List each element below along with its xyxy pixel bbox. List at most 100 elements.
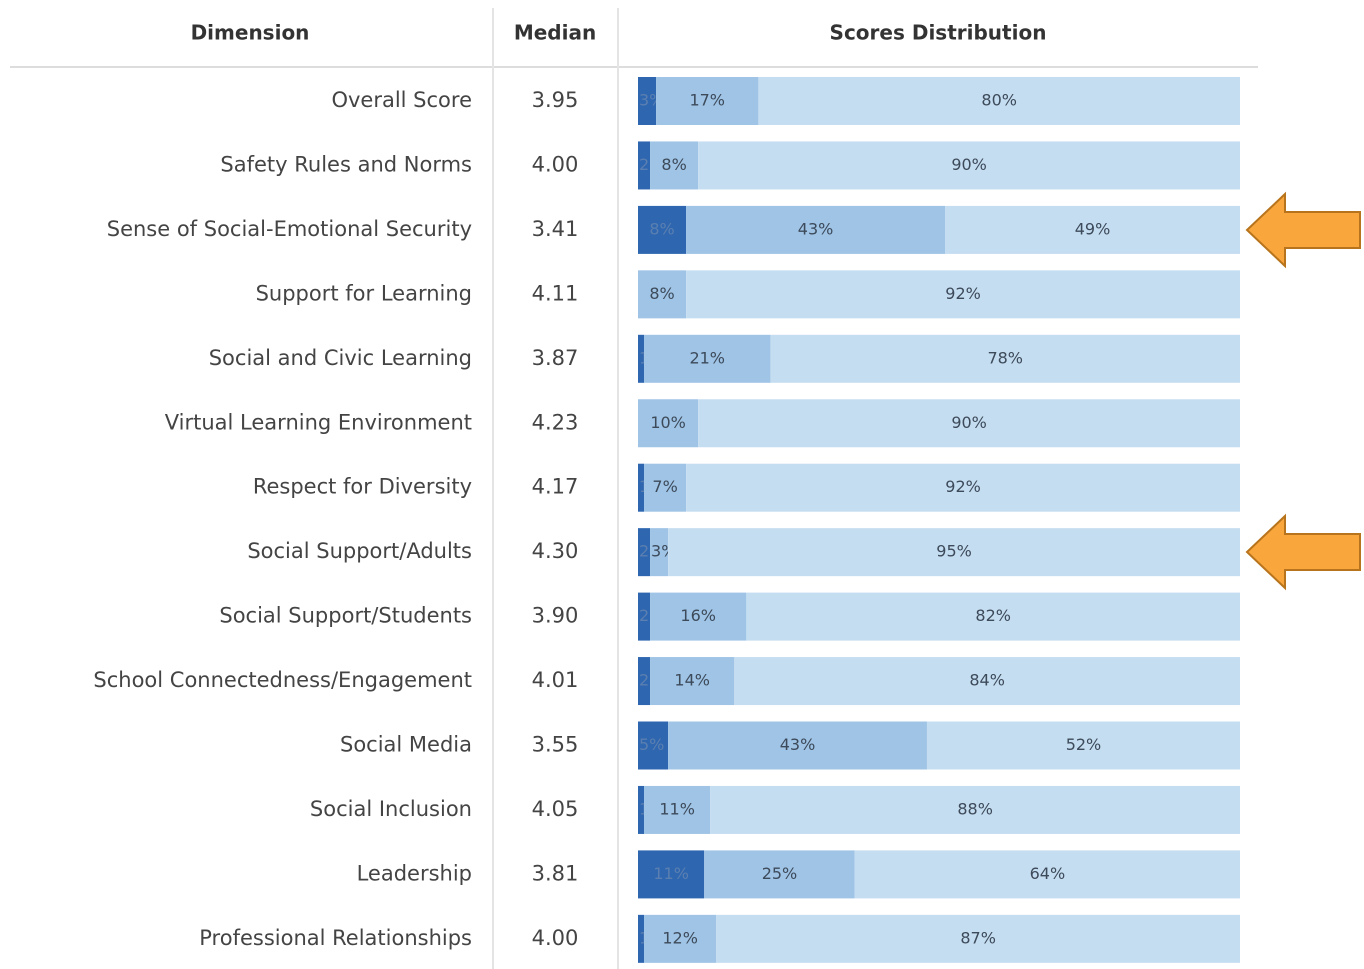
median-value: 3.87 bbox=[532, 346, 579, 370]
bar-label: 43% bbox=[780, 735, 816, 754]
bar-label: 1% bbox=[639, 477, 664, 496]
bar-segment bbox=[638, 914, 645, 963]
bar-segment bbox=[854, 850, 1240, 899]
bar-segment bbox=[704, 850, 855, 899]
arrow bbox=[1245, 191, 1361, 269]
dimension-label: Social and Civic Learning bbox=[209, 346, 472, 370]
bar-label: 64% bbox=[1030, 864, 1066, 883]
dimension-label: Professional Relationships bbox=[199, 926, 472, 950]
bar-segment bbox=[710, 785, 1240, 834]
bar-segment bbox=[656, 77, 759, 125]
median-value: 4.05 bbox=[532, 797, 579, 821]
dimension-label: Safety Rules and Norms bbox=[220, 152, 472, 176]
bar-segment bbox=[698, 399, 1240, 448]
bar-label: 17% bbox=[689, 91, 725, 110]
bar-label: 49% bbox=[1075, 219, 1111, 238]
bar-label: 7% bbox=[652, 477, 677, 496]
bar-segment bbox=[734, 657, 1240, 706]
bar-label: 95% bbox=[936, 542, 972, 561]
median-value: 3.41 bbox=[532, 217, 579, 241]
bar-label: 21% bbox=[689, 348, 725, 367]
bar-label: 2% bbox=[639, 606, 664, 625]
bar-segment bbox=[644, 334, 771, 383]
dimension-label: Social Support/Adults bbox=[247, 539, 472, 563]
arrow bbox=[1245, 513, 1361, 591]
median-value: 3.81 bbox=[532, 861, 579, 885]
dimension-label: Overall Score bbox=[331, 88, 472, 112]
bar-label: 92% bbox=[945, 477, 981, 496]
header-dimension: Dimension bbox=[191, 21, 310, 45]
bar-segment bbox=[644, 463, 687, 512]
bar-segment bbox=[650, 592, 747, 641]
median-value: 4.17 bbox=[532, 475, 579, 499]
bar-segment bbox=[686, 205, 946, 254]
bar-segment bbox=[638, 785, 645, 834]
bar-segment bbox=[650, 657, 735, 706]
median-value: 4.00 bbox=[532, 152, 579, 176]
bar-segment bbox=[638, 399, 699, 448]
bar-label: 11% bbox=[659, 799, 695, 818]
dimension-label: Social Media bbox=[340, 733, 472, 757]
bar-label: 10% bbox=[650, 413, 686, 432]
bar-label: 52% bbox=[1066, 735, 1102, 754]
dimension-label: Leadership bbox=[357, 861, 472, 885]
bar-segment bbox=[644, 914, 717, 963]
bar-label: 87% bbox=[960, 928, 996, 947]
bar-segment bbox=[758, 77, 1240, 125]
bar-segment bbox=[698, 141, 1240, 190]
bar-segment bbox=[926, 721, 1240, 770]
bar-label: 2% bbox=[639, 542, 664, 561]
median-value: 3.55 bbox=[532, 733, 579, 757]
median-value: 4.00 bbox=[532, 926, 579, 950]
bar-segment bbox=[668, 721, 927, 770]
bar-label: 78% bbox=[987, 348, 1023, 367]
bar-label: 25% bbox=[762, 864, 798, 883]
bar-segment bbox=[716, 914, 1240, 963]
bar-segment bbox=[686, 463, 1240, 512]
median-value: 4.01 bbox=[532, 668, 579, 692]
dimension-label: Social Support/Students bbox=[219, 604, 472, 628]
bar-segment bbox=[638, 528, 651, 577]
bar-label: 2% bbox=[639, 671, 664, 690]
median-value: 4.23 bbox=[532, 410, 579, 434]
bar-label: 11% bbox=[653, 864, 689, 883]
bar-label: 92% bbox=[945, 284, 981, 303]
bar-segment bbox=[650, 141, 699, 190]
bar-label: 90% bbox=[951, 155, 987, 174]
bar-segment bbox=[638, 657, 651, 706]
bar-label: 82% bbox=[975, 606, 1011, 625]
header-distribution: Scores Distribution bbox=[830, 21, 1047, 45]
bar-segment bbox=[638, 270, 687, 319]
bar-segment bbox=[638, 463, 645, 512]
bar-segment bbox=[650, 528, 669, 577]
header-median: Median bbox=[514, 21, 596, 45]
bar-segment bbox=[638, 77, 657, 125]
median-value: 4.11 bbox=[532, 281, 579, 305]
bar-label: 90% bbox=[951, 413, 987, 432]
bar-label: 5% bbox=[639, 735, 664, 754]
bar-segment bbox=[668, 528, 1240, 577]
dimension-label: School Connectedness/Engagement bbox=[93, 668, 472, 692]
bar-segment bbox=[770, 334, 1240, 383]
bar-label: 1% bbox=[639, 348, 664, 367]
bar-label: 88% bbox=[957, 799, 993, 818]
bar-label: 12% bbox=[662, 928, 698, 947]
median-value: 3.90 bbox=[532, 604, 579, 628]
bar-segment bbox=[644, 785, 711, 834]
bar-segment bbox=[638, 205, 687, 254]
bar-label: 14% bbox=[674, 671, 710, 690]
bar-segment bbox=[945, 205, 1240, 254]
bar-segment bbox=[686, 270, 1240, 319]
dimension-label: Sense of Social-Emotional Security bbox=[107, 217, 472, 241]
dimension-label: Social Inclusion bbox=[310, 797, 472, 821]
bar-segment bbox=[638, 850, 705, 899]
bar-label: 43% bbox=[798, 219, 834, 238]
bar-label: 84% bbox=[969, 671, 1005, 690]
bar-segment bbox=[638, 334, 645, 383]
bar-label: 3% bbox=[651, 542, 676, 561]
bar-segment bbox=[638, 141, 651, 190]
bar-label: 8% bbox=[661, 155, 686, 174]
median-value: 3.95 bbox=[532, 88, 579, 112]
bar-label: 1% bbox=[639, 799, 664, 818]
